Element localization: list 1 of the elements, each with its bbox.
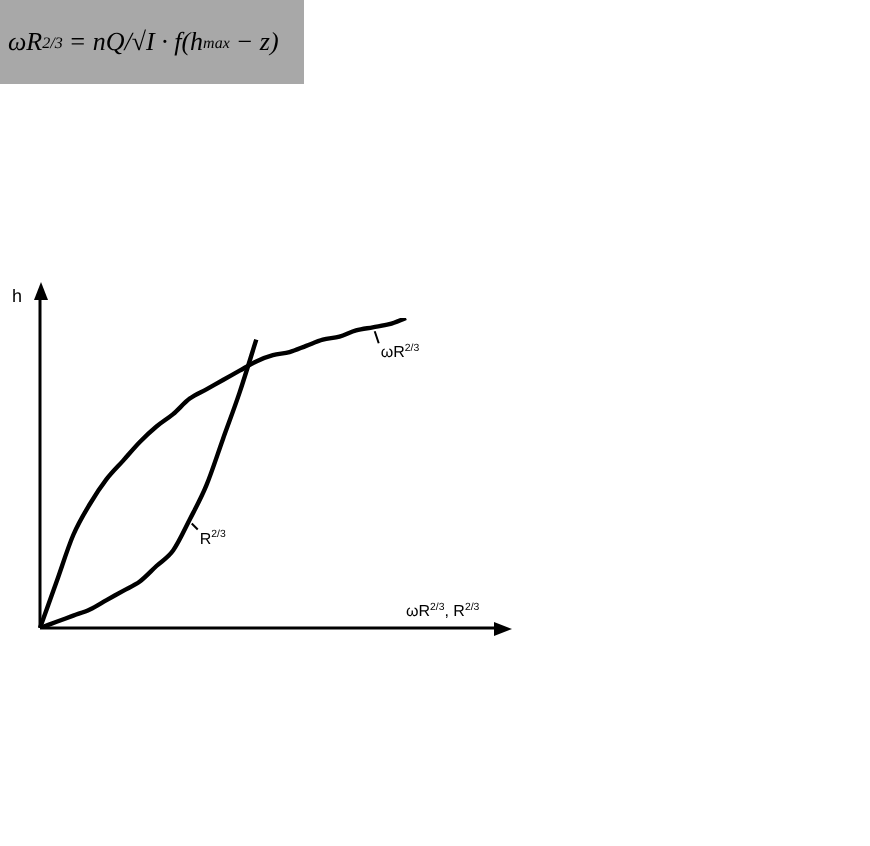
- y-axis-title: h: [12, 286, 23, 306]
